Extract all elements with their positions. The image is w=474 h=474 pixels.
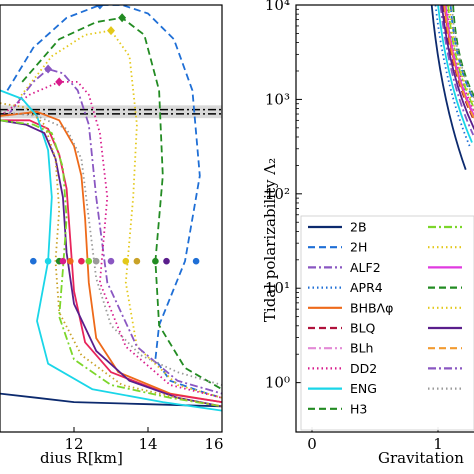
- left-point-marker-8: [107, 257, 115, 265]
- left-x-tick-label-1: 14: [138, 435, 157, 453]
- left-series-peak-marker-2: [118, 13, 127, 23]
- right-series-line-14: [443, 5, 474, 121]
- right-series-line-8: [437, 5, 473, 143]
- left-series-peak-marker-3: [107, 26, 115, 36]
- left-point-marker-6: [85, 257, 93, 265]
- right-x-tick-label-1: 1: [433, 435, 443, 453]
- legend-label-4: BHBΛφ: [350, 300, 393, 315]
- left-series-peak-marker-1: [95, 5, 104, 10]
- right-plot-frame: [295, 4, 474, 433]
- right-series-line-0: [430, 5, 467, 171]
- left-series-peak-marker-5: [55, 77, 64, 87]
- right-y-tick-label-3: 10³: [265, 90, 290, 108]
- left-chart-panel: 12 14 16 dius R[km]: [0, 4, 224, 467]
- right-series-line-12: [444, 5, 474, 118]
- left-series-peak-marker-4: [44, 64, 53, 74]
- left-series-line-6: [0, 110, 222, 403]
- left-point-marker-0: [30, 257, 37, 265]
- left-series-line-11: [0, 102, 222, 408]
- left-x-tick-label-2: 16: [204, 435, 223, 453]
- left-point-marker-3: [59, 257, 67, 265]
- right-y-ticks: 10⁰ 10¹ 10² 10³ 10⁴: [265, 0, 302, 392]
- right-x-axis-label: Gravitation: [378, 449, 464, 467]
- right-x-tick-label-0: 0: [307, 435, 317, 453]
- left-series-line-10: [0, 119, 222, 408]
- left-point-marker-1: [44, 257, 52, 265]
- legend-box: [300, 215, 474, 431]
- right-y-tick-label-0: 10⁰: [265, 374, 290, 392]
- right-series-line-1: [449, 5, 474, 103]
- left-point-marker-5: [78, 257, 85, 265]
- left-series-line-0: [0, 392, 222, 408]
- left-point-marker-10: [133, 257, 141, 265]
- legend-label-1: 2H: [350, 240, 367, 255]
- right-series-line-11: [448, 5, 474, 107]
- legend-label-2: ALF2: [350, 260, 381, 275]
- right-series-line-15: [450, 5, 474, 100]
- left-point-marker-11: [152, 257, 159, 265]
- right-chart-panel: 10⁰ 10¹ 10² 10³ 10⁴ 0 1 Tidal polarizability …: [261, 0, 474, 467]
- left-series-line-2: [21, 16, 222, 391]
- legend: 2B 2H ALF2 APR4 BHBΛφ BLQ BLh DD2 ENG H3: [300, 215, 474, 431]
- left-series-line-9: [0, 119, 222, 408]
- left-point-marker-13: [192, 257, 200, 265]
- left-series-line-12: [0, 110, 222, 386]
- right-series-line-13: [440, 5, 474, 130]
- left-series-line-7: [0, 119, 222, 403]
- legend-items: 2B 2H ALF2 APR4 BHBΛφ BLQ BLh DD2 ENG H3: [308, 220, 462, 416]
- left-point-marker-4: [67, 257, 74, 265]
- left-x-tick-label-0: 12: [64, 435, 83, 453]
- left-plot-frame: [0, 4, 223, 433]
- left-series-line-1: [6, 5, 222, 399]
- legend-label-8: ENG: [350, 381, 377, 396]
- legend-label-6: BLh: [350, 341, 373, 356]
- legend-label-7: DD2: [350, 361, 377, 376]
- right-series-line-3: [434, 5, 472, 150]
- right-y-tick-label-1: 10¹: [265, 279, 290, 297]
- right-y-tick-label-4: 10⁴: [265, 0, 290, 14]
- left-point-marker-7: [92, 257, 100, 265]
- legend-label-5: BLQ: [350, 321, 376, 336]
- legend-label-9: H3: [350, 401, 367, 416]
- right-y-axis-label: Tidal polarizability Λ₂: [261, 158, 279, 322]
- uncertainty-band: [0, 105, 222, 119]
- left-point-marker-12: [163, 257, 170, 265]
- left-plot-area: [0, 5, 222, 412]
- right-series-line-7: [445, 5, 474, 113]
- right-series-line-2: [439, 5, 474, 136]
- left-point-marker-9: [122, 257, 130, 265]
- right-series-line-9: [452, 5, 474, 98]
- left-x-ticks: 12 14 16: [64, 427, 224, 453]
- legend-label-0: 2B: [350, 220, 367, 235]
- right-plot-area: [430, 5, 474, 171]
- left-series-line-5: [0, 81, 222, 399]
- legend-label-3: APR4: [350, 280, 383, 295]
- left-series-line-8: [0, 89, 222, 412]
- right-y-tick-label-2: 10²: [265, 185, 290, 203]
- left-x-axis-label: dius R[km]: [40, 449, 123, 467]
- left-series-line-4: [6, 68, 222, 395]
